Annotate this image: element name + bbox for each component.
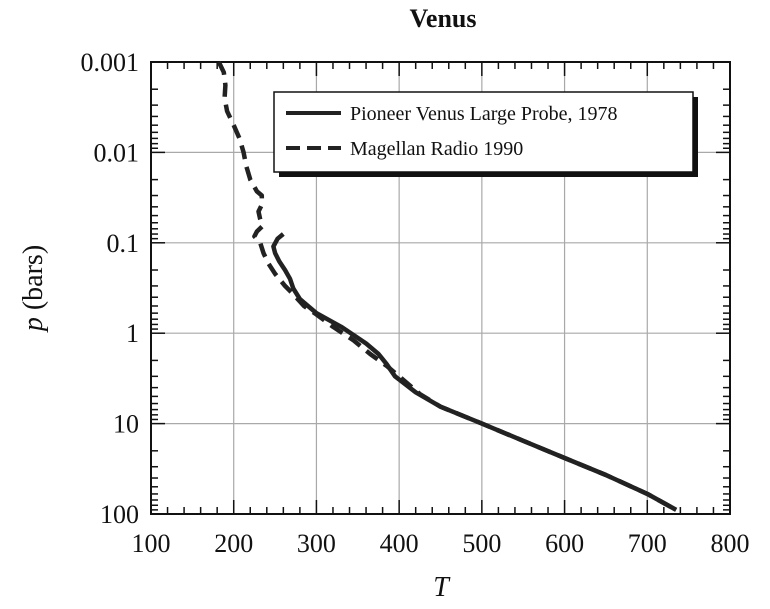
plot-frame [150, 61, 731, 515]
y-tick-label: 10 [113, 410, 139, 439]
minor-ticks [150, 61, 731, 514]
legend: Pioneer Venus Large Probe, 1978 Magellan… [273, 91, 698, 177]
y-tick-label: 0.1 [107, 229, 140, 258]
y-tick-label: 1 [126, 319, 139, 348]
y-axis-label: p (bars) [18, 245, 49, 333]
chart-title: Venus [410, 4, 477, 33]
x-tick-label: 300 [297, 529, 336, 558]
y-axis-label-unit: (bars) [18, 245, 49, 310]
x-tick-label: 600 [545, 529, 584, 558]
y-tick-label: 100 [100, 500, 139, 529]
x-tick-label: 400 [380, 529, 419, 558]
x-tick-label: 500 [462, 529, 501, 558]
legend-label-magellan: Magellan Radio 1990 [350, 138, 523, 160]
series-line-pioneer [271, 232, 678, 512]
y-axis-label-var: p [18, 317, 49, 333]
legend-box [273, 91, 694, 173]
x-tick-labels: 100 200 300 400 500 600 700 800 [132, 529, 750, 558]
y-tick-labels: 0.001 0.01 0.1 1 10 100 [81, 48, 140, 529]
x-tick-label: 800 [711, 529, 750, 558]
series-group [216, 61, 678, 512]
y-tick-label: 0.01 [94, 138, 140, 167]
x-tick-label: 100 [132, 529, 171, 558]
x-tick-label: 700 [628, 529, 667, 558]
series-line-magellan [216, 61, 678, 512]
x-tick-label: 200 [214, 529, 253, 558]
legend-label-pioneer: Pioneer Venus Large Probe, 1978 [350, 103, 618, 125]
x-axis-label: T [433, 572, 451, 603]
y-tick-label: 0.001 [81, 48, 140, 77]
